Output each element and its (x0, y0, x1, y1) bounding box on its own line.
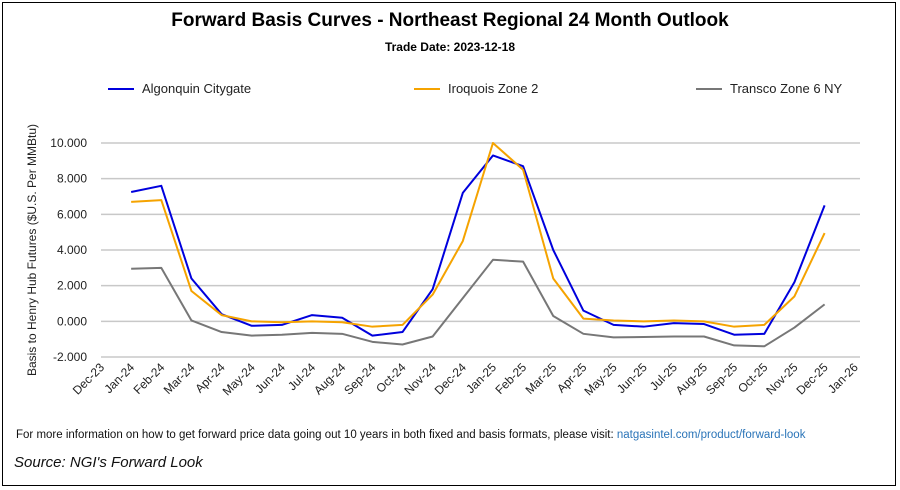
chart-subtitle: Trade Date: 2023-12-18 (384, 40, 516, 54)
legend-item-algonquin: Algonquin Citygate (108, 81, 251, 96)
x-tick-label: Dec-25 (793, 360, 830, 397)
legend-item-iroquois: Iroquois Zone 2 (414, 81, 538, 96)
legend-swatch (108, 87, 134, 90)
chart-title: Forward Basis Curves - Northeast Regiona… (171, 10, 729, 31)
footer-note: For more information on how to get forwa… (16, 429, 805, 441)
source-credit: Source: NGI's Forward Look (14, 454, 203, 471)
footer-text: For more information on how to get forwa… (16, 429, 617, 441)
x-tick-label: Nov-24 (402, 360, 439, 397)
x-tick-label: May-24 (220, 360, 258, 398)
legend-item-transco: Transco Zone 6 NY (696, 81, 842, 96)
x-tick-label: May-25 (581, 360, 619, 398)
x-tick-label: Mar-25 (523, 360, 560, 397)
x-tick-label: Nov-25 (763, 360, 800, 397)
series-line-transco-zone-6-ny (131, 258, 826, 348)
x-tick-label: Dec-24 (432, 360, 469, 397)
y-tick-label: 4.000 (57, 243, 87, 257)
y-tick-label: 2.000 (57, 279, 87, 293)
x-tick-label: Feb-24 (131, 360, 168, 397)
x-tick-label: Jan-26 (825, 360, 861, 396)
legend-label: Algonquin Citygate (142, 81, 252, 96)
x-tick-label: Jan-25 (463, 360, 499, 396)
y-tick-label: 0.000 (57, 314, 87, 328)
x-tick-label: Feb-25 (492, 360, 529, 397)
y-tick-label: -2.000 (53, 350, 87, 364)
legend-swatch (414, 87, 440, 90)
series-line-algonquin-citygate (130, 154, 826, 337)
legend-label: Iroquois Zone 2 (448, 81, 539, 96)
x-tick-label: Aug-24 (311, 360, 348, 397)
y-tick-label: 8.000 (57, 172, 87, 186)
x-tick-label: Sep-24 (341, 360, 378, 397)
x-tick-label: Aug-25 (673, 360, 710, 397)
legend-swatch (696, 87, 722, 90)
x-tick-label: Mar-24 (161, 360, 198, 397)
x-tick-label: Sep-25 (703, 360, 740, 397)
x-tick-label: Jun-25 (614, 360, 650, 396)
y-axis-label: Basis to Henry Hub Futures ($U.S. Per MM… (25, 124, 39, 376)
legend-label: Transco Zone 6 NY (730, 81, 843, 96)
x-tick-label: Jan-24 (101, 360, 137, 396)
y-tick-label: 10.000 (50, 136, 87, 150)
series-line-iroquois-zone-2 (131, 142, 826, 328)
x-tick-label: Dec-23 (70, 360, 107, 397)
forward-look-link[interactable]: natgasintel.com/product/forward-look (616, 429, 806, 441)
x-tick-label: Jun-24 (252, 360, 288, 396)
y-tick-label: 6.000 (57, 207, 87, 221)
